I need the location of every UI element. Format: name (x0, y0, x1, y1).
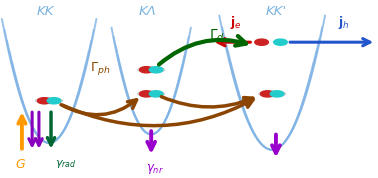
Circle shape (139, 91, 153, 97)
Text: $\mathbf{j}_e$: $\mathbf{j}_e$ (230, 14, 242, 31)
Text: $\Gamma_d$: $\Gamma_d$ (209, 28, 225, 44)
Text: KK: KK (37, 5, 54, 18)
FancyArrowPatch shape (61, 100, 136, 115)
Text: $\mathbf{j}_h$: $\mathbf{j}_h$ (338, 14, 350, 31)
Circle shape (149, 67, 163, 73)
Circle shape (139, 67, 153, 73)
Text: KΛ: KΛ (138, 5, 156, 18)
Circle shape (255, 39, 268, 45)
Circle shape (37, 98, 51, 104)
Circle shape (260, 91, 274, 97)
Text: KK': KK' (265, 5, 287, 18)
Ellipse shape (36, 98, 63, 104)
Circle shape (149, 91, 163, 97)
Circle shape (274, 39, 287, 45)
Text: $\gamma_{rad}$: $\gamma_{rad}$ (55, 158, 76, 171)
Circle shape (270, 91, 284, 97)
Text: $G$: $G$ (14, 158, 26, 171)
Circle shape (47, 98, 61, 104)
Text: $\gamma_{nr}$: $\gamma_{nr}$ (146, 162, 164, 176)
Ellipse shape (138, 67, 165, 73)
Text: $\Gamma_{ph}$: $\Gamma_{ph}$ (90, 60, 110, 77)
FancyArrowPatch shape (159, 36, 246, 64)
Ellipse shape (259, 91, 286, 97)
FancyArrowPatch shape (63, 100, 253, 126)
Ellipse shape (138, 91, 165, 97)
FancyArrowPatch shape (161, 97, 253, 107)
